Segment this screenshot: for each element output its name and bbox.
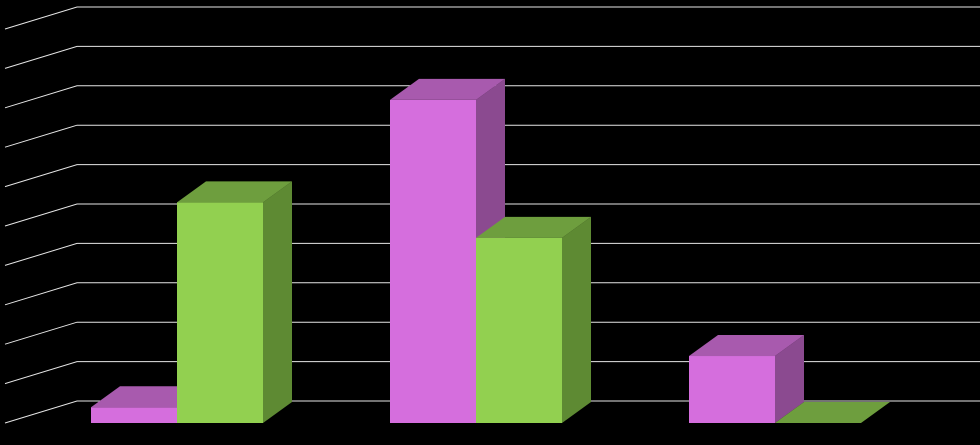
bar-side: [263, 181, 292, 423]
bar-top: [177, 181, 292, 203]
gridline: [4, 45, 980, 69]
gridline: [4, 85, 980, 109]
bar-side: [775, 335, 804, 423]
bars: [91, 78, 890, 424]
bar-top: [775, 402, 890, 423]
gridlines: [4, 6, 980, 424]
gridline: [4, 6, 980, 30]
bar-series-2-category-2: [476, 216, 591, 423]
bar-series-1-category-3: [689, 335, 804, 423]
gridline: [4, 203, 980, 227]
bar-front: [390, 99, 476, 424]
gridline: [4, 124, 980, 148]
gridline: [4, 164, 980, 188]
bar-front: [689, 356, 775, 423]
bar-top: [689, 335, 804, 357]
bar-series-2-category-1: [177, 181, 292, 423]
bar-top: [476, 216, 591, 238]
bar-front: [476, 237, 562, 423]
bar-top: [390, 78, 505, 100]
gridline: [4, 321, 980, 345]
gridline: [4, 242, 980, 266]
gridline: [4, 282, 980, 306]
bar-series-2-category-3: [775, 402, 890, 423]
bar-front: [91, 407, 177, 423]
gridline: [4, 400, 980, 424]
bar-side: [562, 216, 591, 423]
gridline: [4, 361, 980, 385]
bar-front: [177, 202, 263, 423]
